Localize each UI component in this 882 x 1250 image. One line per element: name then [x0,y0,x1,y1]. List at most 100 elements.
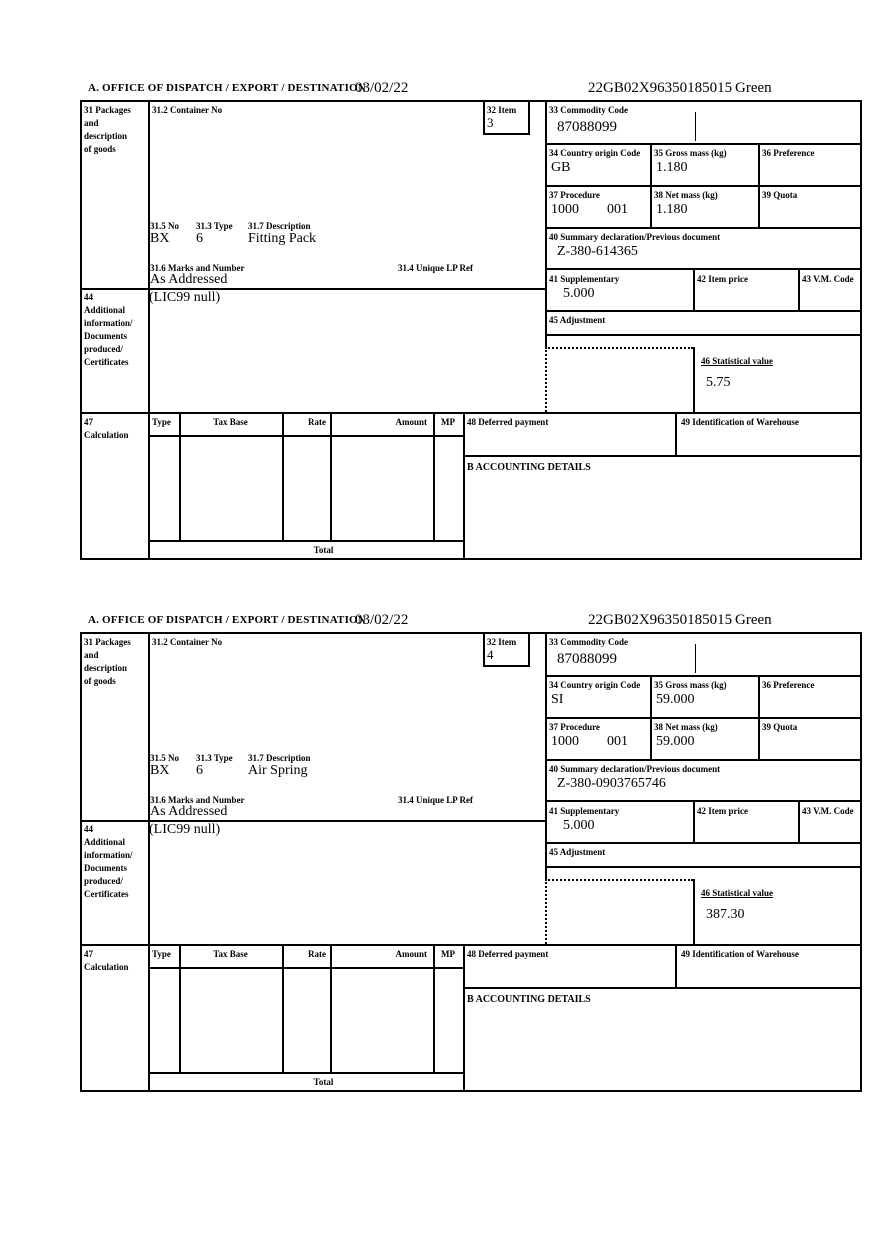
item-number-value: 4 [487,647,494,662]
box49-label: 49 Identification of Warehouse [681,417,799,427]
dotted-divider [545,879,547,944]
box49-label: 49 Identification of Warehouse [681,949,799,959]
calc-col-rate: Rate [308,417,326,427]
divider [80,288,545,290]
divider [80,944,862,946]
box31-label: 31 Packages and description of goods [84,105,131,154]
procedure-extra-value: 001 [607,734,628,749]
box31-6-label: 31.6 Marks and Number [150,795,245,805]
supplementary-value: 5.000 [563,286,595,301]
divider [545,268,862,270]
divider [179,412,181,540]
goods-description-value: Air Spring [248,763,308,778]
divider [463,987,862,989]
package-number-value: BX [150,763,170,778]
box39-label: 39 Quota [762,190,798,200]
divider [463,944,465,1090]
total-label: Total [313,1077,334,1087]
box32-label: 32 Item [487,637,517,647]
divider [545,866,862,868]
box31-4-label: 31.4 Unique LP Ref [398,263,474,273]
calc-col-amount: Amount [395,949,427,959]
divider [693,800,695,842]
divider [675,412,677,455]
box45-label: 45 Adjustment [549,847,606,857]
summary-declaration-value: Z-380-0903765746 [557,776,666,791]
box36-label: 36 Preference [762,148,815,158]
package-type-value: 6 [196,231,203,246]
box31-5-label: 31.5 No [150,753,179,763]
divider [433,412,435,540]
supplementary-value: 5.000 [563,818,595,833]
divider [483,665,530,667]
calc-col-amount: Amount [395,417,427,427]
box48-label: 48 Deferred payment [467,417,549,427]
box41-label: 41 Supplementary [549,274,620,284]
commodity-code-value: 87088099 [557,119,617,135]
gross-mass-value: 1.180 [656,160,688,175]
box48-label: 48 Deferred payment [467,949,549,959]
divider [148,100,150,560]
box43-label: 43 V.M. Code [802,806,854,816]
box42-label: 42 Item price [697,806,748,816]
country-origin-value: SI [551,692,564,707]
divider [483,133,530,135]
box31-7-label: 31.7 Description [248,753,311,763]
calc-col-rate: Rate [308,949,326,959]
box31-6-label: 31.6 Marks and Number [150,263,245,273]
routing-channel-value: Green [735,612,772,628]
gross-mass-value: 59.000 [656,692,695,707]
commodity-code-subdivider [695,644,696,673]
box47-label: 47 Calculation [84,949,129,972]
box31-label: 31 Packages and description of goods [84,637,131,686]
box34-label: 34 Country origin Code [549,148,641,158]
box42-label: 42 Item price [697,274,748,284]
divider [798,268,800,310]
divider [179,944,181,1072]
divider [80,820,545,822]
calc-col-mp: MP [441,949,455,959]
box40-label: 40 Summary declaration/Previous document [549,764,721,774]
box38-label: 38 Net mass (kg) [654,190,718,200]
routing-channel-value: Green [735,80,772,96]
divider [148,435,463,437]
box35-label: 35 Gross mass (kg) [654,680,727,690]
divider [545,842,862,844]
box31-2-label: 31.2 Container No [152,637,223,647]
package-number-value: BX [150,231,170,246]
divider [148,540,463,542]
divider [693,879,695,944]
commodity-code-subdivider [695,112,696,141]
divider [545,185,862,187]
divider [282,412,284,540]
dispatch-date-value: 03/02/22 [355,80,409,96]
calc-col-tax-base: Tax Base [213,949,248,959]
box46-label: 46 Statistical value [701,888,773,898]
box33-label: 33 Commodity Code [549,637,628,647]
box31-4-label: 31.4 Unique LP Ref [398,795,474,805]
statistical-value: 387.30 [706,907,745,922]
box32-label: 32 Item [487,105,517,115]
divider [545,227,862,229]
divider [330,944,332,1072]
divider [545,143,862,145]
box31-5-label: 31.5 No [150,221,179,231]
box37-label: 37 Procedure [549,722,600,732]
divider [693,268,695,310]
box31-2-label: 31.2 Container No [152,105,223,115]
divider [148,1072,463,1074]
divider [80,412,862,414]
box33-label: 33 Commodity Code [549,105,628,115]
commodity-code-value: 87088099 [557,651,617,667]
goods-description-value: Fitting Pack [248,231,317,246]
net-mass-value: 1.180 [656,202,688,217]
divider [528,632,530,665]
divider [148,967,463,969]
additional-information-value: (LIC99 null) [149,822,221,837]
divider [545,759,862,761]
additional-information-value: (LIC99 null) [149,290,221,305]
box34-label: 34 Country origin Code [549,680,641,690]
divider [545,800,862,802]
box40-label: 40 Summary declaration/Previous document [549,232,721,242]
